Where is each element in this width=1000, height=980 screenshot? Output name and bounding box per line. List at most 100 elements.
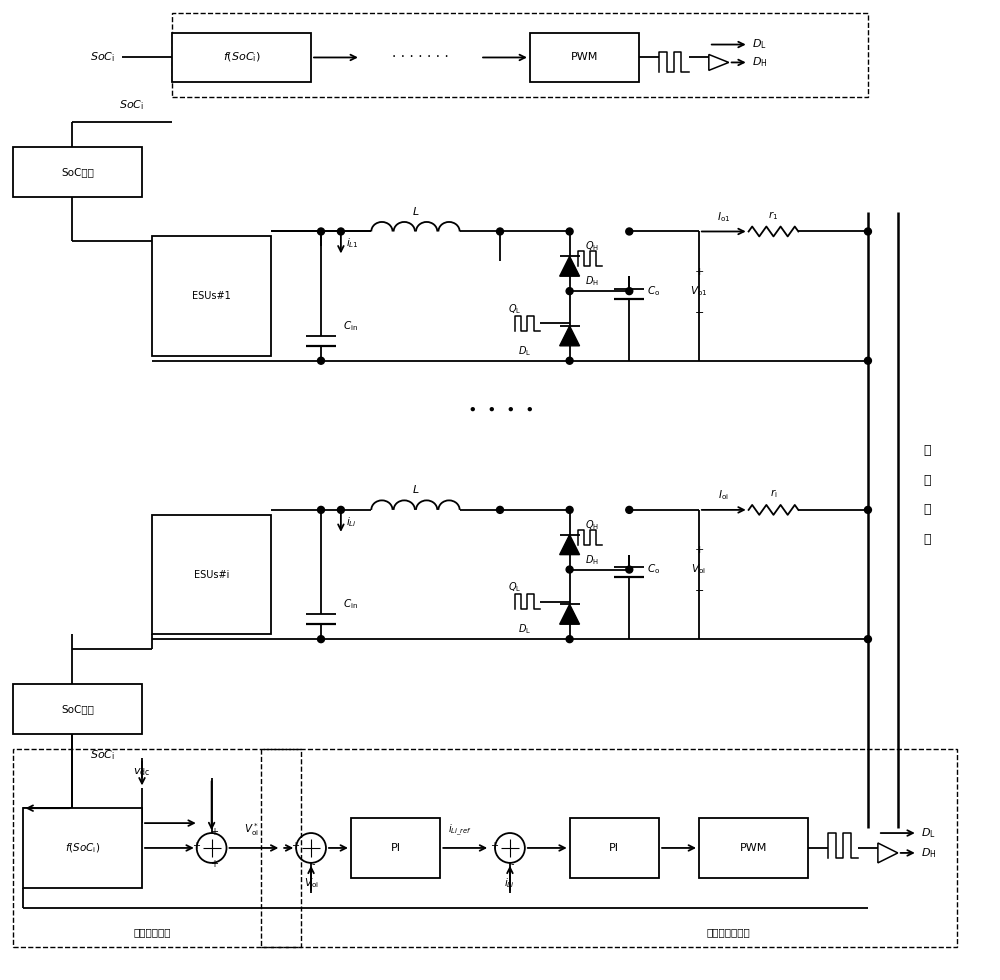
Circle shape: [566, 636, 573, 643]
Text: · · · · · · ·: · · · · · · ·: [392, 50, 449, 65]
Bar: [172, 32, 311, 82]
Bar: [261, 749, 957, 948]
Text: 母: 母: [924, 504, 931, 516]
Circle shape: [626, 288, 633, 295]
Text: $SoC_\mathrm{i}$: $SoC_\mathrm{i}$: [119, 98, 145, 112]
Circle shape: [626, 507, 633, 514]
Circle shape: [864, 507, 871, 514]
Text: +: +: [291, 841, 299, 851]
Polygon shape: [560, 535, 580, 555]
Text: $D_\mathrm{H}$: $D_\mathrm{H}$: [921, 846, 936, 859]
Text: $v_\mathrm{dc}$: $v_\mathrm{dc}$: [133, 766, 151, 778]
Circle shape: [864, 636, 871, 643]
Text: $V_\mathrm{o1}$: $V_\mathrm{o1}$: [690, 284, 708, 298]
Circle shape: [566, 566, 573, 573]
Text: $D_\mathrm{L}$: $D_\mathrm{L}$: [518, 344, 531, 358]
Text: $L$: $L$: [412, 483, 419, 495]
Circle shape: [497, 507, 503, 514]
Text: $+$: $+$: [694, 266, 704, 276]
Polygon shape: [560, 326, 580, 346]
Bar: [13, 749, 301, 948]
Text: $-$: $-$: [694, 584, 704, 595]
Circle shape: [318, 636, 324, 643]
Text: $I_\mathrm{o1}$: $I_\mathrm{o1}$: [717, 210, 730, 223]
Text: $D_\mathrm{H}$: $D_\mathrm{H}$: [752, 56, 767, 70]
Circle shape: [626, 566, 633, 573]
Text: $i_{Li}$: $i_{Li}$: [504, 876, 515, 890]
Bar: [13, 684, 142, 734]
Circle shape: [318, 358, 324, 365]
Text: 直: 直: [924, 444, 931, 457]
Bar: [152, 514, 271, 634]
Circle shape: [864, 228, 871, 235]
Text: $D_\mathrm{H}$: $D_\mathrm{H}$: [585, 274, 598, 288]
Text: $V_\mathrm{oi}^*$: $V_\mathrm{oi}^*$: [244, 821, 259, 838]
Text: PWM: PWM: [740, 843, 767, 853]
Text: $C_\mathrm{o}$: $C_\mathrm{o}$: [647, 284, 660, 298]
Circle shape: [337, 228, 344, 235]
Text: +: +: [192, 841, 200, 851]
Polygon shape: [560, 257, 580, 276]
Bar: [699, 818, 808, 878]
Bar: [530, 32, 639, 82]
Circle shape: [497, 228, 503, 235]
Text: $C_\mathrm{o}$: $C_\mathrm{o}$: [647, 563, 660, 576]
Text: 改进下垂控制: 改进下垂控制: [133, 927, 171, 938]
Circle shape: [566, 288, 573, 295]
Text: PI: PI: [609, 843, 619, 853]
Bar: [570, 818, 659, 878]
Text: $f(SoC_\mathrm{i})$: $f(SoC_\mathrm{i})$: [223, 51, 260, 65]
Text: $V_\mathrm{oi}$: $V_\mathrm{oi}$: [304, 876, 318, 890]
Text: ESUs#i: ESUs#i: [194, 569, 229, 579]
Text: $Q_\mathrm{H}$: $Q_\mathrm{H}$: [585, 517, 599, 532]
Bar: [351, 818, 440, 878]
Bar: [172, 13, 868, 97]
Text: $i_{Li}$: $i_{Li}$: [346, 514, 357, 529]
Polygon shape: [560, 605, 580, 624]
Text: $r_\mathrm{i}$: $r_\mathrm{i}$: [770, 487, 777, 500]
Text: 电压电流双闭环: 电压电流双闭环: [707, 927, 751, 938]
Circle shape: [318, 228, 324, 235]
Text: $L$: $L$: [412, 205, 419, 217]
Text: $D_\mathrm{H}$: $D_\mathrm{H}$: [585, 553, 598, 566]
Bar: [152, 236, 271, 356]
Text: ESUs#1: ESUs#1: [192, 291, 231, 301]
Text: $r_\mathrm{1}$: $r_\mathrm{1}$: [768, 209, 779, 221]
Circle shape: [566, 228, 573, 235]
Text: $-$: $-$: [694, 306, 704, 316]
Circle shape: [566, 507, 573, 514]
Text: $Q_\mathrm{L}$: $Q_\mathrm{L}$: [508, 580, 522, 594]
Text: $Q_\mathrm{H}$: $Q_\mathrm{H}$: [585, 239, 599, 253]
Bar: [13, 147, 142, 197]
Text: $D_\mathrm{L}$: $D_\mathrm{L}$: [921, 826, 935, 840]
Text: $C_\mathrm{in}$: $C_\mathrm{in}$: [343, 598, 358, 612]
Text: $\bullet$  $\bullet$  $\bullet$  $\bullet$: $\bullet$ $\bullet$ $\bullet$ $\bullet$: [467, 404, 533, 417]
Text: $I_\mathrm{oi}$: $I_\mathrm{oi}$: [718, 488, 729, 502]
Text: SoC估算: SoC估算: [61, 704, 94, 713]
Text: PI: PI: [391, 843, 401, 853]
Text: 线: 线: [924, 533, 931, 546]
Text: $i_{L1}$: $i_{L1}$: [346, 236, 359, 250]
Text: SoC估算: SoC估算: [61, 167, 94, 176]
Text: PWM: PWM: [571, 53, 598, 63]
Circle shape: [318, 507, 324, 514]
Text: $SoC_\mathrm{i}$: $SoC_\mathrm{i}$: [90, 749, 115, 762]
Text: $Q_\mathrm{L}$: $Q_\mathrm{L}$: [508, 302, 522, 316]
Text: +: +: [490, 841, 498, 851]
Text: -: -: [510, 858, 514, 869]
Text: $+$: $+$: [694, 544, 704, 555]
Text: $V_\mathrm{oi}$: $V_\mathrm{oi}$: [691, 563, 706, 576]
Bar: [23, 808, 142, 888]
Circle shape: [626, 228, 633, 235]
Text: $D_\mathrm{L}$: $D_\mathrm{L}$: [518, 622, 531, 636]
Text: $D_\mathrm{L}$: $D_\mathrm{L}$: [752, 37, 766, 51]
Text: -: -: [311, 858, 315, 869]
Circle shape: [337, 507, 344, 514]
Text: $C_\mathrm{in}$: $C_\mathrm{in}$: [343, 319, 358, 333]
Text: $SoC_\mathrm{i}$: $SoC_\mathrm{i}$: [90, 51, 115, 65]
Text: $i_{Li\_ref}$: $i_{Li\_ref}$: [448, 823, 472, 838]
Circle shape: [566, 358, 573, 365]
Circle shape: [864, 358, 871, 365]
Text: $f(SoC_\mathrm{i})$: $f(SoC_\mathrm{i})$: [65, 841, 100, 855]
Text: 流: 流: [924, 473, 931, 486]
